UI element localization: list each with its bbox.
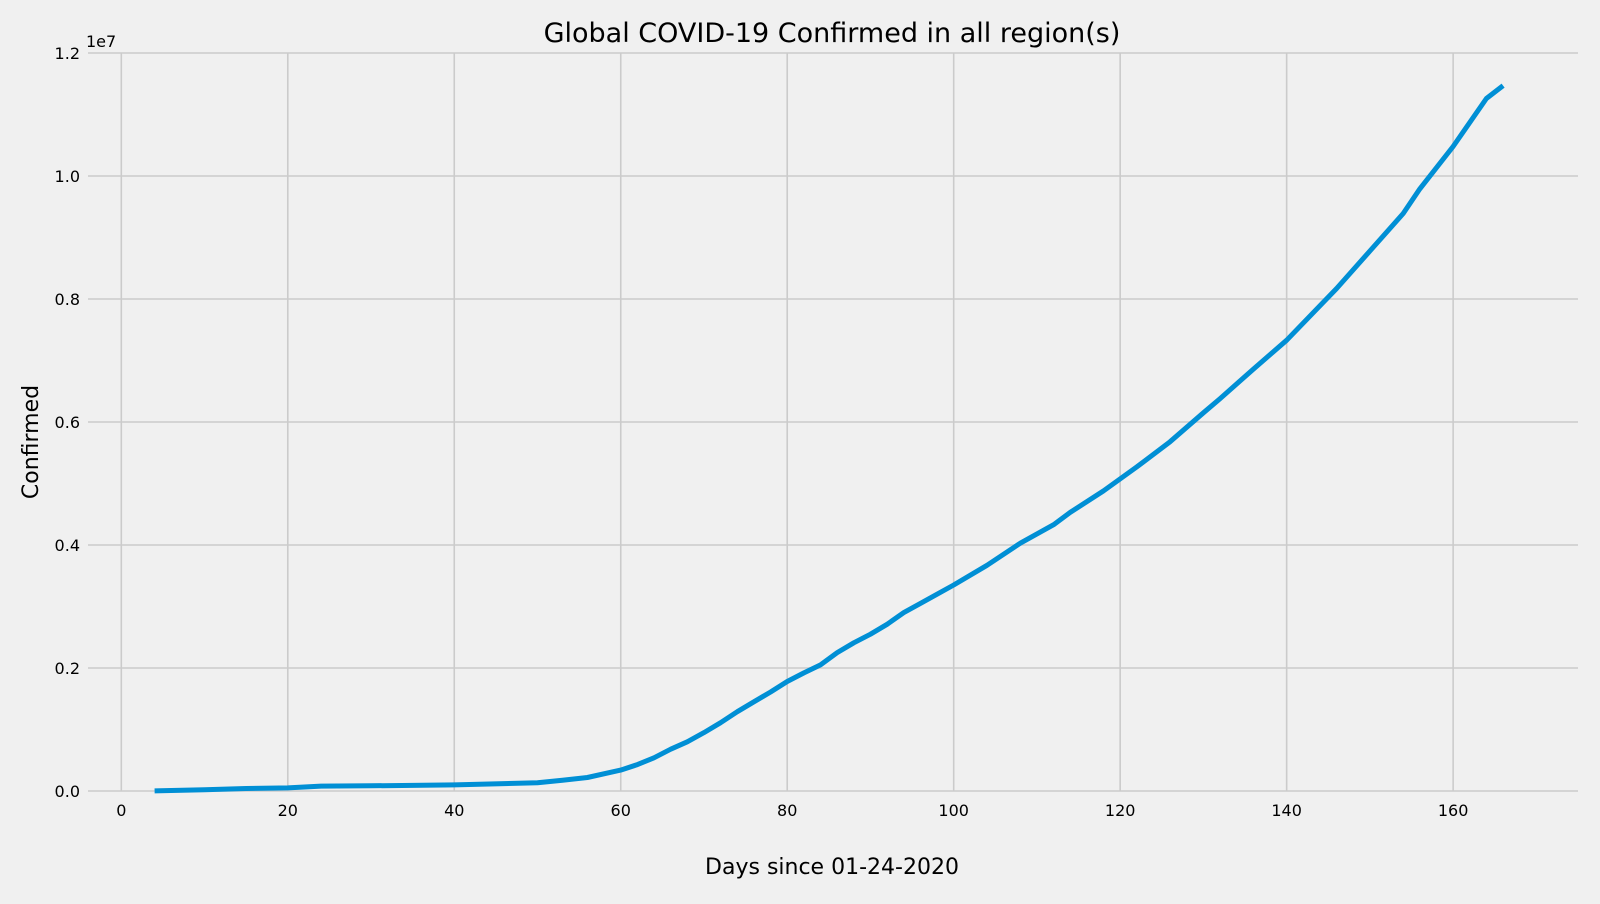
- chart-title: Global COVID-19 Confirmed in all region(…: [544, 18, 1121, 49]
- x-axis-label: Days since 01-24-2020: [705, 855, 959, 880]
- series-layer: [154, 83, 1505, 794]
- grid-layer: [88, 52, 1578, 792]
- y-tick-label: 0.0: [55, 782, 80, 801]
- x-tick-label: 120: [1105, 801, 1136, 820]
- series-line-confirmed: [154, 83, 1505, 794]
- x-tick-label: 0: [116, 801, 126, 820]
- x-tick-label: 60: [611, 801, 631, 820]
- y-tick-label: 0.2: [55, 659, 80, 678]
- y-tick-label: 0.4: [55, 536, 80, 555]
- x-tick-label: 80: [777, 801, 797, 820]
- y-axis-label: Confirmed: [19, 385, 44, 499]
- y-tick-label: 1.0: [55, 167, 80, 186]
- x-tick-label: 40: [444, 801, 464, 820]
- x-tick-label: 20: [278, 801, 298, 820]
- x-tick-label: 160: [1438, 801, 1469, 820]
- y-tick-label: 1.2: [55, 44, 80, 63]
- y-tick-label: 0.8: [55, 290, 80, 309]
- y-axis-offset-label: 1e7: [86, 32, 116, 51]
- x-tick-label: 100: [938, 801, 969, 820]
- x-tick-label: 140: [1271, 801, 1302, 820]
- tick-label-layer: 0 20 40 60 80 100 120 140 160 0.0 0.2 0.4 0.6 0.8 1.0 1…: [55, 44, 1469, 820]
- y-tick-label: 0.6: [55, 413, 80, 432]
